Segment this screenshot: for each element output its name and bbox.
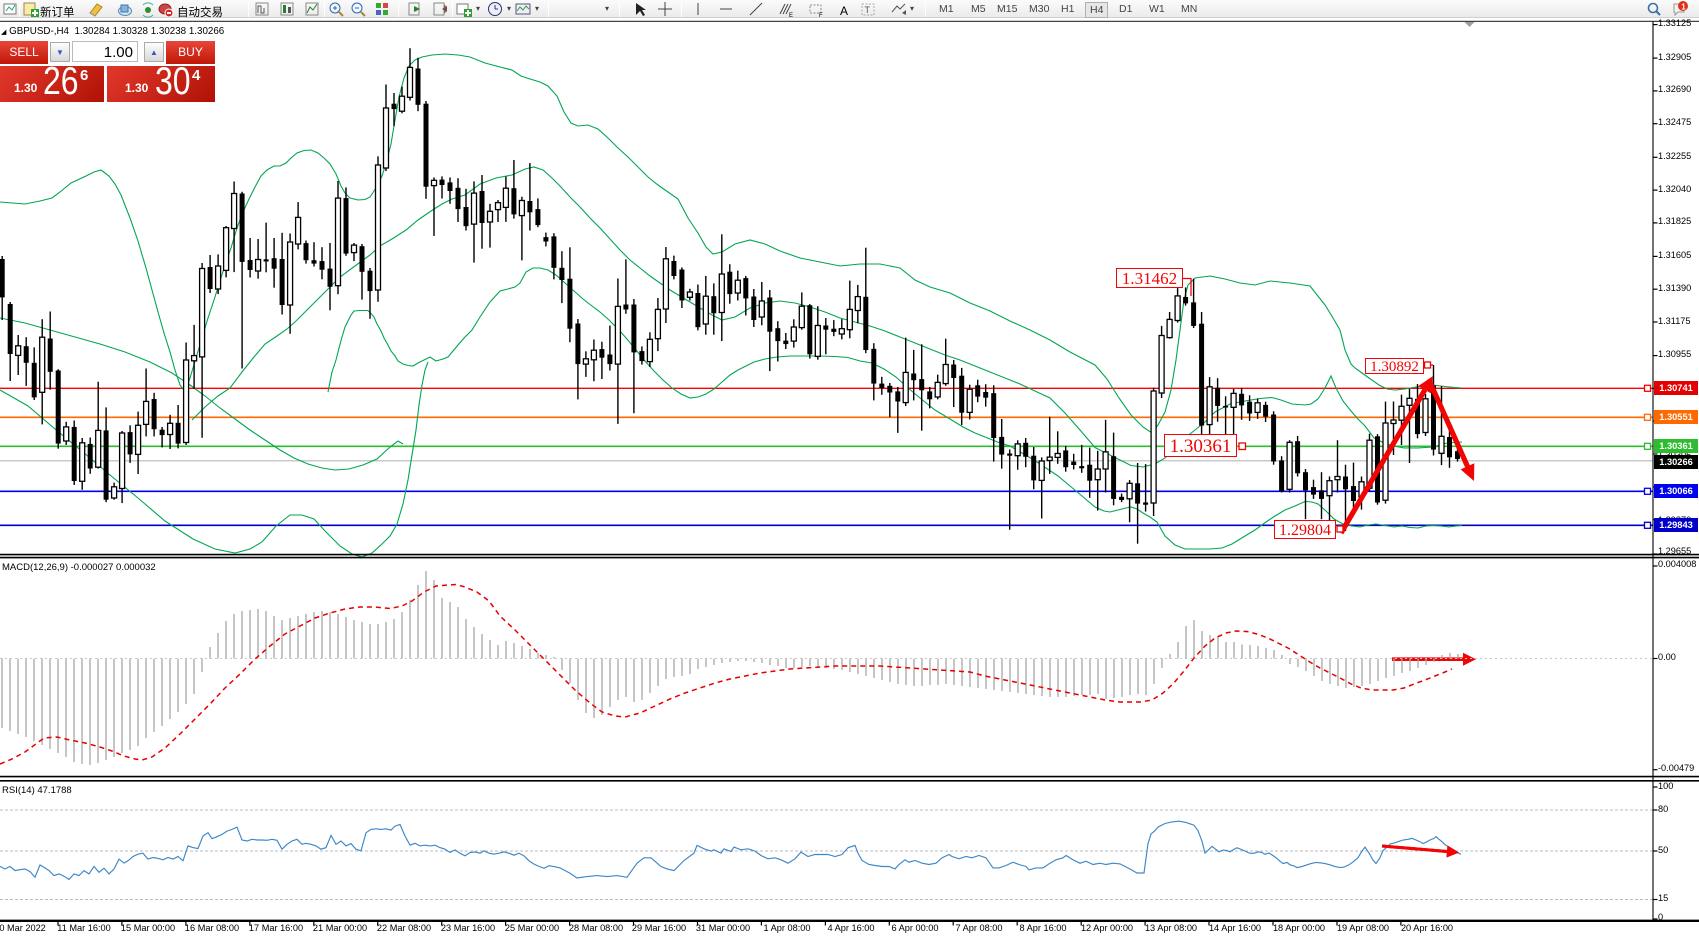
svg-text:1: 1 <box>1681 2 1686 11</box>
svg-text:E: E <box>789 13 793 19</box>
svg-text:F: F <box>819 13 823 19</box>
svg-text:T: T <box>865 5 871 15</box>
